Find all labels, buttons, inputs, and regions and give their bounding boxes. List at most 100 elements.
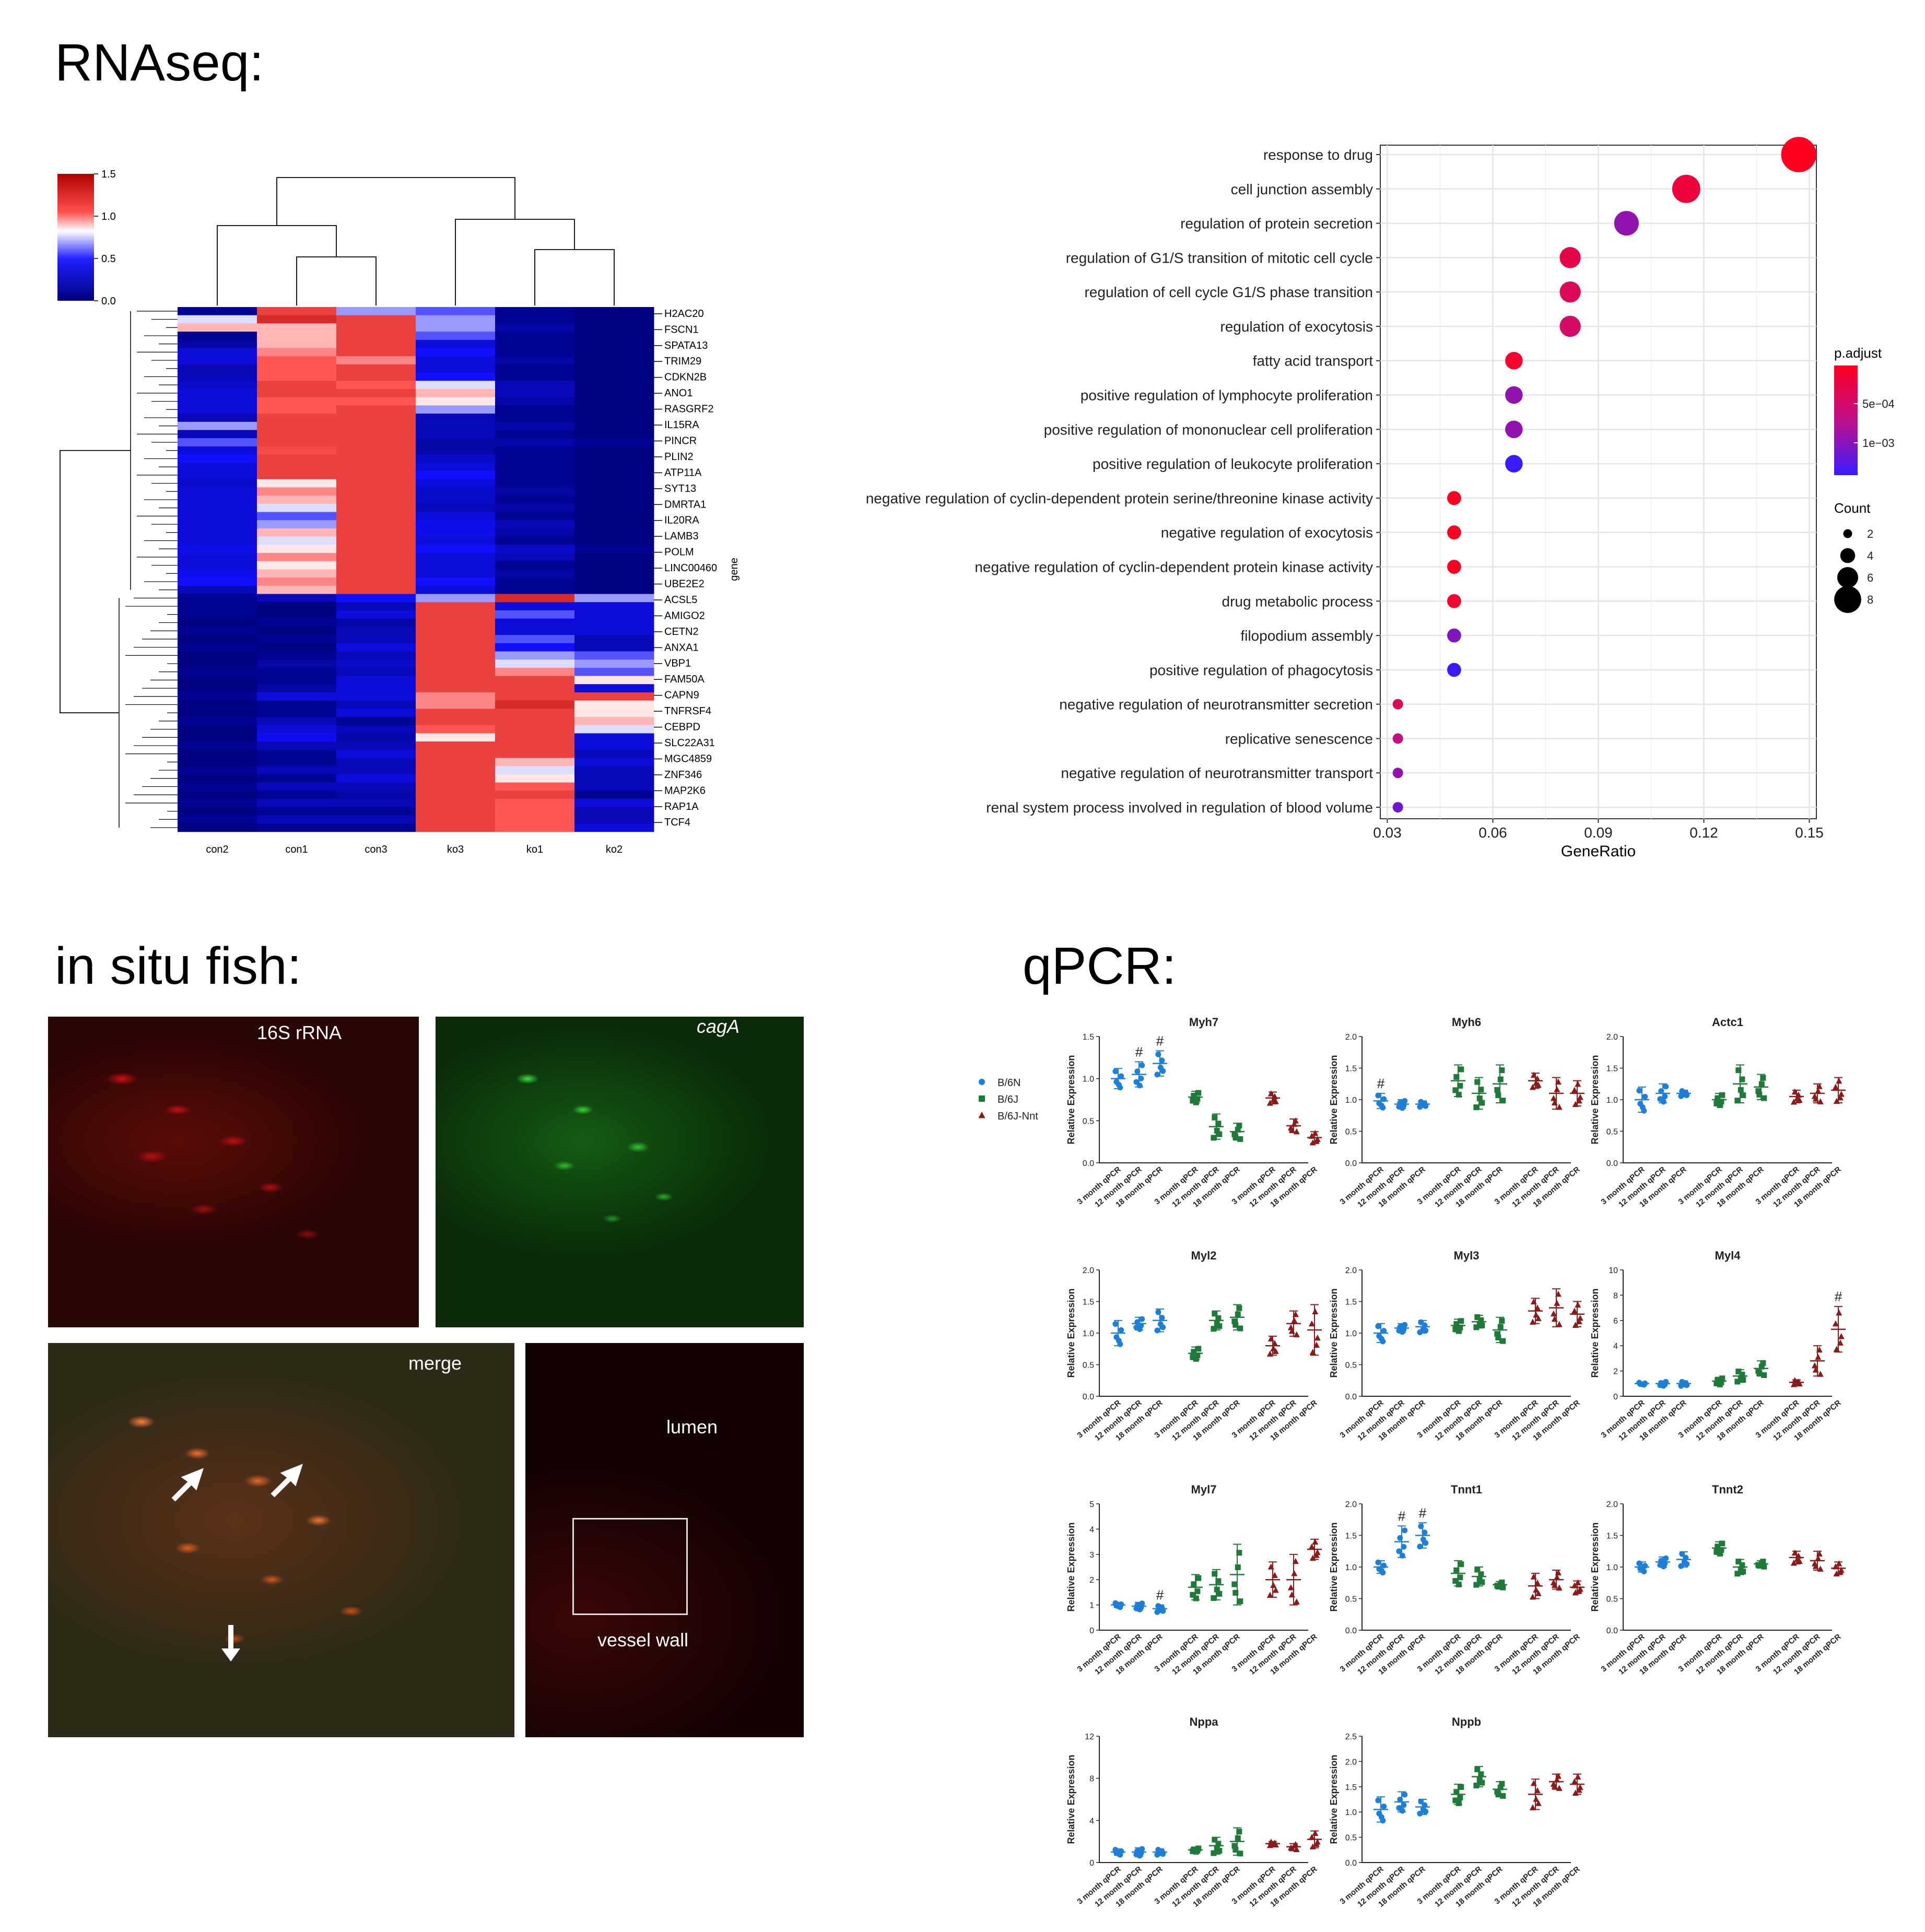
dotplot-point <box>1447 663 1461 677</box>
dotplot-point <box>1447 560 1461 574</box>
qpcr-y-axis-label: Relative Expression <box>1066 1754 1076 1844</box>
qpcr-y-tick-label: 2.5 <box>1345 1733 1357 1741</box>
qpcr-point <box>1473 1782 1480 1788</box>
heatmap-cell <box>178 414 257 422</box>
qpcr-point <box>1791 1549 1798 1556</box>
heatmap-row-label: ACSL5 <box>664 594 697 606</box>
qpcr-y-axis-label: Relative Expression <box>1329 1522 1339 1611</box>
heatmap-cell <box>257 635 337 644</box>
heatmap-row-label: FSCN1 <box>664 324 699 335</box>
heatmap-cell <box>416 405 496 414</box>
fish-panel-16s-rrna: 16S rRNA <box>48 1017 419 1327</box>
heatmap-cell <box>178 496 257 504</box>
qpcr-point <box>1396 1548 1402 1554</box>
heatmap-cell <box>495 618 575 627</box>
heatmap-row-label: ANO1 <box>664 387 692 399</box>
heatmap-cell <box>495 503 575 512</box>
qpcr-y-tick-label: 1.0 <box>1345 1563 1357 1572</box>
heatmap-cell <box>178 479 257 488</box>
heatmap-cell <box>257 479 337 488</box>
heatmap-cell <box>178 709 257 717</box>
heatmap-cell <box>257 332 337 340</box>
heatmap-cell <box>257 741 337 750</box>
heatmap-row-label: ANXA1 <box>664 642 699 653</box>
qpcr-y-tick-label: 0.0 <box>1345 1393 1357 1401</box>
heatmap-cell <box>178 823 257 832</box>
qpcr-point <box>1458 1066 1464 1073</box>
heatmap-row-label: RASGRF2 <box>664 404 713 415</box>
heatmap-cell <box>416 602 496 611</box>
qpcr-point <box>1550 1310 1557 1317</box>
heatmap-cell <box>336 807 416 816</box>
heatmap-cell <box>178 323 257 332</box>
heatmap-cell <box>495 749 575 758</box>
qpcr-point <box>1236 1550 1242 1556</box>
qpcr-point <box>1735 1369 1742 1375</box>
dendrogram-branch <box>455 219 575 305</box>
heatmap-cell <box>495 471 575 480</box>
dotplot-term-label: positive regulation of mononuclear cell … <box>1044 421 1373 438</box>
heatmap-cell <box>336 610 416 619</box>
qpcr-point <box>1554 1776 1560 1783</box>
heatmap-cell <box>178 733 257 742</box>
heatmap-row-label: SLC22A31 <box>664 737 715 749</box>
heatmap-col-label: con2 <box>206 844 228 855</box>
qpcr-point <box>1233 1846 1239 1853</box>
heatmap-cell <box>416 487 496 496</box>
heatmap-cell <box>336 479 416 488</box>
qpcr-point <box>1494 1583 1500 1589</box>
heatmap-cell <box>257 315 337 324</box>
heatmap-cell <box>336 381 416 390</box>
heatmap-row-label: CDKN2B <box>664 372 707 383</box>
qpcr-point <box>1216 1131 1223 1137</box>
heatmap-cell <box>495 594 575 603</box>
qpcr-point <box>1811 1362 1818 1369</box>
heatmap-cell <box>495 405 575 414</box>
qpcr-point <box>1422 1529 1428 1536</box>
qpcr-point <box>1378 1102 1384 1109</box>
qpcr-point <box>1817 1371 1824 1377</box>
heatmap-cell <box>257 446 337 455</box>
heatmap-cell <box>574 487 654 496</box>
qpcr-point <box>1717 1550 1723 1557</box>
qpcr-y-tick-label: 0 <box>1613 1393 1618 1401</box>
heatmap-cell <box>574 569 654 578</box>
heatmap-cell <box>257 553 337 562</box>
heatmap-cell <box>178 635 257 644</box>
heatmap-cell <box>178 561 257 570</box>
heatmap-cell <box>336 512 416 521</box>
qpcr-y-tick-label: 0.5 <box>1083 1361 1094 1370</box>
heatmap-cell <box>574 585 654 594</box>
heatmap-cell <box>178 667 257 676</box>
heatmap-cell <box>257 799 337 808</box>
heatmap-cell <box>495 823 575 832</box>
heatmap-cell <box>495 438 575 447</box>
heatmap-cell <box>336 405 416 414</box>
qpcr-point <box>1214 1586 1220 1593</box>
heatmap-cell <box>336 471 416 480</box>
qpcr-point <box>1214 1127 1220 1134</box>
heatmap-cell <box>495 627 575 635</box>
qpcr-y-tick-label: 3 <box>1089 1551 1094 1560</box>
legend-count-label: 4 <box>1867 549 1873 562</box>
heatmap-cell <box>257 364 337 373</box>
heatmap-cell <box>178 463 257 472</box>
qpcr-y-tick-label: 1.5 <box>1606 1065 1618 1074</box>
heatmap-cell <box>257 528 337 537</box>
colorbar-tick-label: 0.5 <box>101 253 116 265</box>
legend-marker <box>979 1095 985 1102</box>
qpcr-point <box>1755 1562 1762 1568</box>
qpcr-point <box>1235 1835 1241 1841</box>
heatmap: con2 con1 con3 ko3 ko1 ko2 H2AC20 FSCN1 SPATA13 T… <box>57 169 740 855</box>
dendrogram-branch <box>276 177 515 226</box>
heatmap-cell <box>336 700 416 709</box>
heatmap-cell <box>416 356 496 365</box>
qpcr-point <box>1530 1298 1537 1305</box>
heatmap-col-label: ko2 <box>606 844 623 855</box>
heatmap-row-label: CEBPD <box>664 722 700 733</box>
qpcr-point <box>1476 1777 1483 1783</box>
heatmap-cell <box>495 692 575 701</box>
heatmap-cell <box>257 389 337 398</box>
heatmap-cell <box>416 667 496 676</box>
